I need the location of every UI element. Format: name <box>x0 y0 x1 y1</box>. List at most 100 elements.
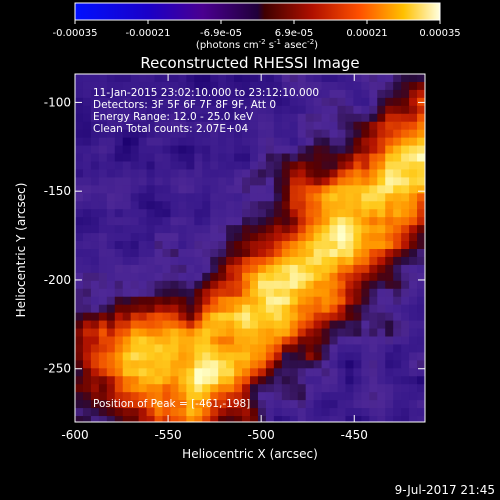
image-pixel <box>329 352 338 361</box>
image-pixel <box>377 408 386 417</box>
image-pixel <box>75 272 84 282</box>
image-pixel <box>138 241 148 250</box>
image-pixel <box>409 153 418 162</box>
image-pixel <box>202 225 211 234</box>
image-pixel <box>114 320 124 330</box>
image-pixel <box>130 177 140 186</box>
image-pixel <box>401 169 410 178</box>
image-pixel <box>250 177 259 186</box>
image-pixel <box>321 376 331 385</box>
image-pixel <box>401 400 410 409</box>
image-pixel <box>170 304 179 314</box>
image-pixel <box>210 264 219 274</box>
image-pixel <box>321 185 331 194</box>
y-tick-label: -150 <box>44 184 71 198</box>
image-pixel <box>170 384 179 393</box>
image-pixel <box>417 74 425 83</box>
image-pixel <box>226 376 235 385</box>
image-pixel <box>265 408 275 417</box>
image-pixel <box>106 384 116 393</box>
image-pixel <box>337 344 346 353</box>
image-pixel <box>210 177 219 186</box>
image-pixel <box>186 312 195 322</box>
image-pixel <box>345 336 354 345</box>
image-pixel <box>242 74 251 83</box>
image-pixel <box>186 193 195 202</box>
image-pixel <box>250 209 259 218</box>
image-pixel <box>162 89 171 99</box>
image-pixel <box>265 352 275 361</box>
image-pixel <box>250 296 259 306</box>
image-pixel <box>194 74 203 83</box>
image-pixel <box>250 89 259 99</box>
image-pixel <box>218 241 227 250</box>
image-pixel <box>281 193 291 202</box>
image-pixel <box>250 272 259 282</box>
image-pixel <box>401 121 410 131</box>
image-pixel <box>186 217 195 226</box>
image-pixel <box>170 74 179 83</box>
image-pixel <box>194 105 203 115</box>
image-pixel <box>353 296 362 306</box>
image-pixel <box>218 368 227 377</box>
image-pixel <box>289 89 299 99</box>
image-pixel <box>281 185 291 194</box>
image-pixel <box>393 137 402 147</box>
image-pixel <box>194 209 203 218</box>
image-pixel <box>82 105 92 115</box>
image-pixel <box>138 145 148 155</box>
image-pixel <box>218 209 227 218</box>
image-pixel <box>202 105 211 115</box>
image-pixel <box>361 344 370 353</box>
image-pixel <box>242 312 251 322</box>
image-pixel <box>281 241 291 250</box>
image-pixel <box>82 256 92 266</box>
image-pixel <box>409 217 418 226</box>
image-pixel <box>337 416 346 422</box>
image-pixel <box>218 169 227 178</box>
image-pixel <box>273 264 283 274</box>
image-pixel <box>186 233 195 242</box>
image-pixel <box>353 360 362 369</box>
image-pixel <box>361 217 370 226</box>
image-pixel <box>186 161 195 170</box>
image-pixel <box>385 201 394 210</box>
image-pixel <box>210 169 219 178</box>
image-pixel <box>305 400 315 409</box>
image-pixel <box>385 392 394 401</box>
image-pixel <box>218 288 227 298</box>
image-pixel <box>385 177 394 186</box>
colorbar-tick-label: 6.9e-05 <box>275 28 313 39</box>
image-pixel <box>257 352 267 361</box>
image-pixel <box>401 320 410 330</box>
image-pixel <box>114 328 124 337</box>
image-pixel <box>162 376 171 385</box>
image-pixel <box>82 113 92 123</box>
image-pixel <box>289 352 299 361</box>
image-pixel <box>202 288 211 298</box>
image-pixel <box>138 177 148 186</box>
image-pixel <box>361 74 370 83</box>
image-pixel <box>186 209 195 218</box>
image-pixel <box>250 416 259 422</box>
image-pixel <box>234 193 243 202</box>
image-pixel <box>401 304 410 314</box>
image-pixel <box>361 81 370 91</box>
image-pixel <box>75 312 84 322</box>
image-pixel <box>369 241 378 250</box>
image-pixel <box>154 400 163 409</box>
image-pixel <box>273 177 283 186</box>
image-pixel <box>345 145 354 155</box>
image-pixel <box>250 81 259 91</box>
image-pixel <box>369 392 378 401</box>
image-pixel <box>257 249 267 258</box>
image-pixel <box>202 280 211 290</box>
info-line-detectors: Detectors: 3F 5F 6F 7F 8F 9F, Att 0 <box>93 99 276 111</box>
image-pixel <box>242 320 251 330</box>
image-pixel <box>305 392 315 401</box>
image-pixel <box>417 304 425 314</box>
image-pixel <box>226 241 235 250</box>
image-pixel <box>393 360 402 369</box>
image-pixel <box>242 296 251 306</box>
image-pixel <box>353 169 362 178</box>
